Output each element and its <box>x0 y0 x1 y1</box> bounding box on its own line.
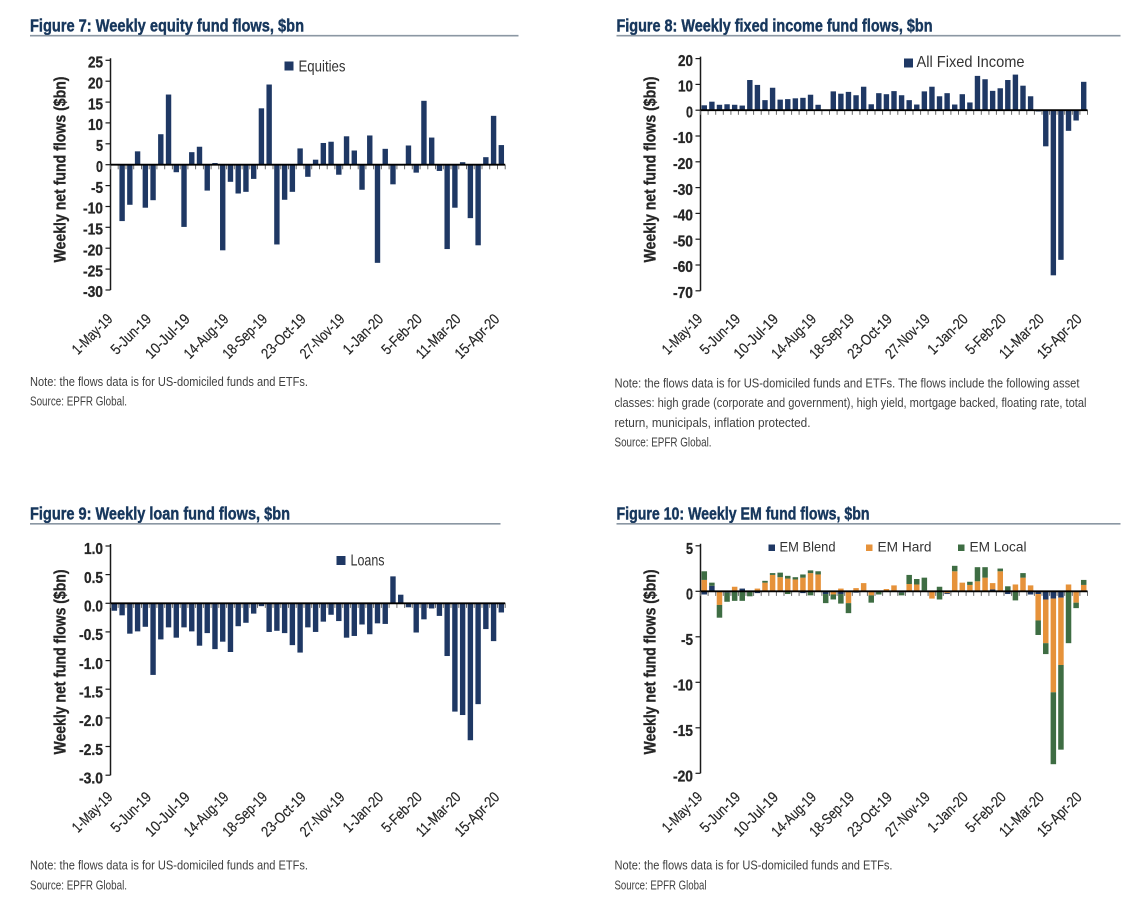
svg-text:-2.5: -2.5 <box>79 742 103 759</box>
svg-text:-0.5: -0.5 <box>79 627 103 644</box>
svg-text:10: 10 <box>88 117 103 134</box>
svg-text:Note: the flows data is for US: Note: the flows data is for US-domiciled… <box>615 858 893 873</box>
svg-text:Figure 9: Weekly loan fund flo: Figure 9: Weekly loan fund flows, $bn <box>30 504 290 524</box>
svg-text:Source: EPFR Global: Source: EPFR Global <box>615 877 707 892</box>
svg-text:-70: -70 <box>673 285 693 302</box>
svg-text:-10: -10 <box>83 201 103 218</box>
svg-text:Note: the flows data is for US: Note: the flows data is for US-domiciled… <box>30 858 308 873</box>
svg-text:0: 0 <box>686 104 693 121</box>
svg-text:10: 10 <box>678 79 693 96</box>
svg-text:-20: -20 <box>673 769 693 786</box>
svg-text:Weekly net fund flows ($bn): Weekly net fund flows ($bn) <box>642 570 660 755</box>
svg-text:Weekly net fund flows ($bn): Weekly net fund flows ($bn) <box>52 570 70 755</box>
svg-text:5: 5 <box>686 541 693 558</box>
svg-text:1.0: 1.0 <box>84 541 103 558</box>
svg-text:-40: -40 <box>673 208 693 225</box>
svg-text:-20: -20 <box>83 242 103 259</box>
svg-text:-1.0: -1.0 <box>79 656 103 673</box>
svg-text:All Fixed Income: All Fixed Income <box>917 54 1025 71</box>
svg-text:Note: the flows data is for US: Note: the flows data is for US-domiciled… <box>615 376 1080 391</box>
svg-text:-5: -5 <box>681 632 693 649</box>
svg-text:0: 0 <box>686 587 693 604</box>
svg-text:Figure 7: Weekly equity fund f: Figure 7: Weekly equity fund flows, $bn <box>30 15 304 35</box>
svg-text:-30: -30 <box>673 182 693 199</box>
svg-text:-10: -10 <box>673 678 693 695</box>
svg-text:-50: -50 <box>673 233 693 250</box>
svg-text:-25: -25 <box>83 263 103 280</box>
svg-text:Note: the flows data is for US: Note: the flows data is for US-domiciled… <box>30 374 308 389</box>
svg-text:0.5: 0.5 <box>84 570 103 587</box>
svg-text:EM Hard: EM Hard <box>878 540 932 555</box>
svg-text:-20: -20 <box>673 156 693 173</box>
svg-text:return, municipals, inflation: return, municipals, inflation protected. <box>615 415 811 430</box>
svg-text:EM Blend: EM Blend <box>780 540 836 555</box>
svg-text:-15: -15 <box>673 723 693 740</box>
svg-text:20: 20 <box>88 75 103 92</box>
svg-text:-1.5: -1.5 <box>79 685 103 702</box>
svg-text:Figure 10: Weekly EM fund flow: Figure 10: Weekly EM fund flows, $bn <box>617 504 870 524</box>
svg-text:Source: EPFR Global.: Source: EPFR Global. <box>30 877 127 892</box>
svg-text:15: 15 <box>88 96 103 113</box>
svg-text:-15: -15 <box>83 222 103 239</box>
svg-text:20: 20 <box>678 53 693 70</box>
svg-text:Weekly net fund flows ($bn): Weekly net fund flows ($bn) <box>52 77 70 263</box>
svg-text:0.0: 0.0 <box>84 599 103 616</box>
svg-text:Source: EPFR Global.: Source: EPFR Global. <box>615 435 712 450</box>
svg-text:25: 25 <box>88 55 103 72</box>
svg-text:Loans: Loans <box>351 553 385 570</box>
svg-text:0: 0 <box>96 159 103 176</box>
svg-text:classes: high grade (corporate: classes: high grade (corporate and gover… <box>615 395 1087 410</box>
svg-text:Figure 8: Weekly fixed income: Figure 8: Weekly fixed income fund flows… <box>617 15 933 35</box>
svg-text:Equities: Equities <box>299 59 346 76</box>
svg-text:Source: EPFR Global.: Source: EPFR Global. <box>30 394 127 409</box>
svg-text:-10: -10 <box>673 130 693 147</box>
svg-text:Weekly net fund flows ($bn): Weekly net fund flows ($bn) <box>642 77 660 263</box>
svg-text:-2.0: -2.0 <box>79 713 103 730</box>
svg-text:-30: -30 <box>83 284 103 301</box>
svg-text:5: 5 <box>96 138 103 155</box>
svg-text:-3.0: -3.0 <box>79 770 103 787</box>
svg-text:EM Local: EM Local <box>970 540 1027 555</box>
svg-text:-5: -5 <box>91 180 103 197</box>
svg-text:-60: -60 <box>673 259 693 276</box>
